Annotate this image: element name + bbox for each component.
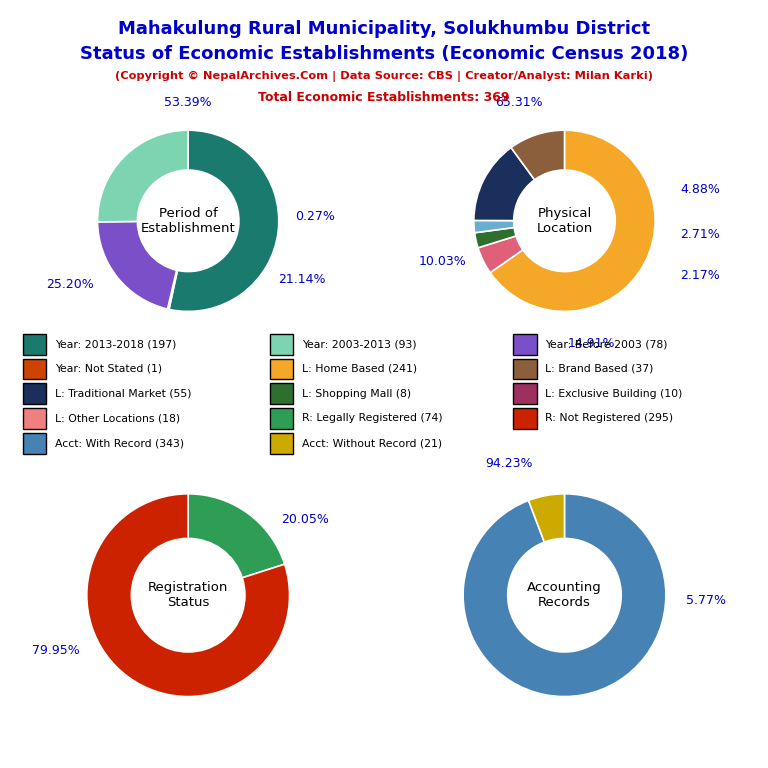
Text: 25.20%: 25.20%: [47, 278, 94, 291]
Text: Year: Not Stated (1): Year: Not Stated (1): [55, 364, 162, 374]
Text: L: Brand Based (37): L: Brand Based (37): [545, 364, 654, 374]
Text: Acct: With Record (343): Acct: With Record (343): [55, 438, 184, 448]
Wedge shape: [98, 221, 177, 309]
Text: 5.77%: 5.77%: [687, 594, 727, 607]
Wedge shape: [475, 227, 516, 248]
Text: (Copyright © NepalArchives.Com | Data Source: CBS | Creator/Analyst: Milan Karki: (Copyright © NepalArchives.Com | Data So…: [115, 71, 653, 81]
Text: Year: 2013-2018 (197): Year: 2013-2018 (197): [55, 339, 177, 349]
Text: Acct: Without Record (21): Acct: Without Record (21): [302, 438, 442, 448]
FancyBboxPatch shape: [513, 359, 537, 379]
FancyBboxPatch shape: [513, 383, 537, 404]
Text: Year: Before 2003 (78): Year: Before 2003 (78): [545, 339, 668, 349]
Wedge shape: [169, 131, 279, 311]
Text: L: Shopping Mall (8): L: Shopping Mall (8): [302, 389, 412, 399]
Text: Accounting
Records: Accounting Records: [527, 581, 602, 609]
Wedge shape: [463, 494, 666, 697]
Wedge shape: [188, 494, 285, 578]
Text: 4.88%: 4.88%: [680, 183, 720, 196]
Text: 20.05%: 20.05%: [281, 513, 329, 525]
Text: Registration
Status: Registration Status: [148, 581, 228, 609]
Text: L: Other Locations (18): L: Other Locations (18): [55, 413, 180, 423]
Text: L: Home Based (241): L: Home Based (241): [302, 364, 417, 374]
Text: 10.03%: 10.03%: [419, 255, 466, 268]
Wedge shape: [490, 131, 655, 311]
Text: 14.91%: 14.91%: [568, 336, 615, 349]
FancyBboxPatch shape: [270, 408, 293, 429]
Text: Total Economic Establishments: 369: Total Economic Establishments: 369: [258, 91, 510, 104]
FancyBboxPatch shape: [513, 408, 537, 429]
Wedge shape: [528, 494, 564, 542]
Text: R: Legally Registered (74): R: Legally Registered (74): [302, 413, 443, 423]
Text: 0.27%: 0.27%: [295, 210, 335, 223]
Wedge shape: [98, 131, 188, 222]
FancyBboxPatch shape: [270, 383, 293, 404]
Text: 94.23%: 94.23%: [485, 457, 532, 470]
FancyBboxPatch shape: [23, 432, 46, 454]
Wedge shape: [474, 147, 535, 220]
Text: L: Traditional Market (55): L: Traditional Market (55): [55, 389, 192, 399]
Wedge shape: [478, 236, 523, 273]
Text: Physical
Location: Physical Location: [536, 207, 593, 235]
Text: L: Exclusive Building (10): L: Exclusive Building (10): [545, 389, 683, 399]
FancyBboxPatch shape: [23, 334, 46, 355]
FancyBboxPatch shape: [23, 383, 46, 404]
FancyBboxPatch shape: [23, 359, 46, 379]
Text: 53.39%: 53.39%: [164, 97, 212, 110]
Text: 79.95%: 79.95%: [32, 644, 80, 657]
Wedge shape: [87, 494, 290, 697]
Text: Year: 2003-2013 (93): Year: 2003-2013 (93): [302, 339, 417, 349]
Wedge shape: [511, 130, 564, 180]
Text: Period of
Establishment: Period of Establishment: [141, 207, 236, 235]
FancyBboxPatch shape: [270, 359, 293, 379]
Text: 2.17%: 2.17%: [680, 269, 720, 282]
Text: 2.71%: 2.71%: [680, 228, 720, 241]
Wedge shape: [474, 220, 514, 233]
Text: 21.14%: 21.14%: [278, 273, 325, 286]
Wedge shape: [167, 270, 177, 310]
Text: Status of Economic Establishments (Economic Census 2018): Status of Economic Establishments (Econo…: [80, 45, 688, 62]
FancyBboxPatch shape: [270, 334, 293, 355]
Text: Mahakulung Rural Municipality, Solukhumbu District: Mahakulung Rural Municipality, Solukhumb…: [118, 20, 650, 38]
FancyBboxPatch shape: [270, 432, 293, 454]
FancyBboxPatch shape: [513, 334, 537, 355]
Text: R: Not Registered (295): R: Not Registered (295): [545, 413, 674, 423]
FancyBboxPatch shape: [23, 408, 46, 429]
Text: 65.31%: 65.31%: [495, 97, 543, 110]
